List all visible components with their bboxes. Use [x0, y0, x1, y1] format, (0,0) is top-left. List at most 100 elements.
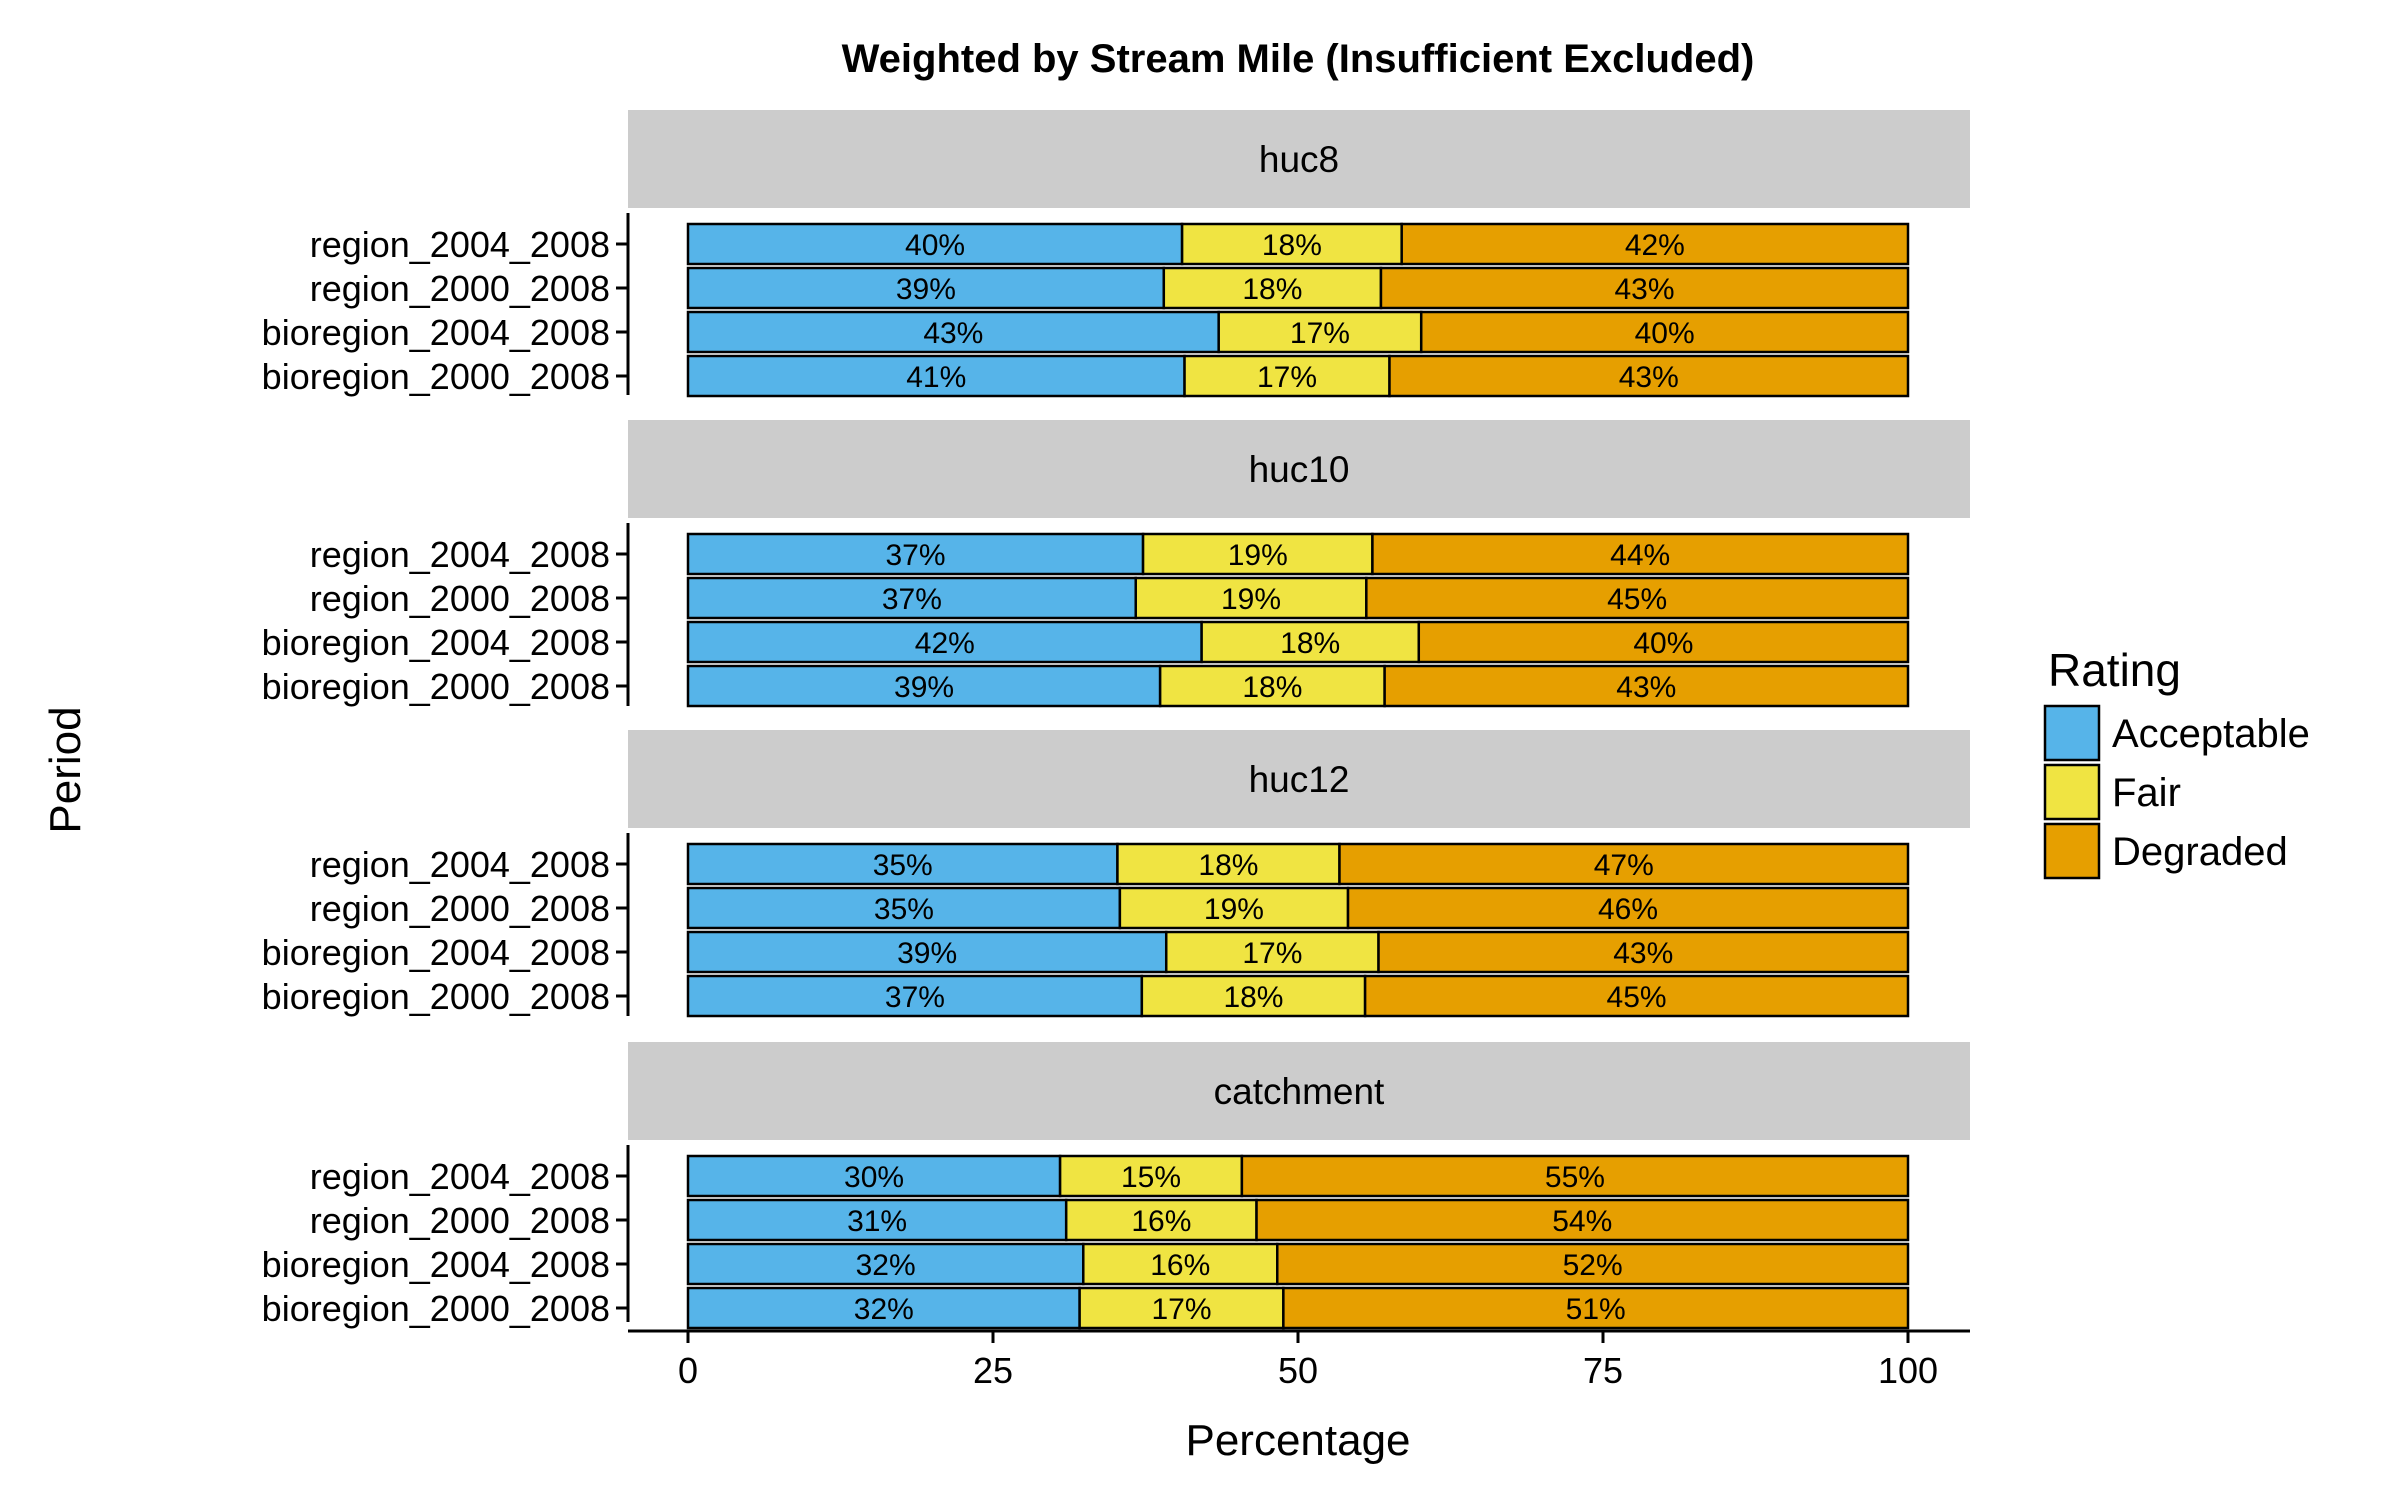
bar-value-label: 18% — [1262, 229, 1322, 262]
category-label: region_2000_2008 — [310, 578, 610, 619]
bar-value-label: 18% — [1280, 627, 1340, 660]
legend-swatch-fair — [2043, 763, 2101, 821]
chart-title: Weighted by Stream Mile (Insufficient Ex… — [842, 37, 1755, 81]
bar-value-label: 18% — [1242, 671, 1302, 704]
bar-value-label: 19% — [1228, 539, 1288, 572]
category-label: bioregion_2004_2008 — [262, 932, 610, 973]
bar-value-label: 44% — [1610, 539, 1670, 572]
bar-value-label: 46% — [1598, 893, 1658, 926]
bar-segment-acceptable — [686, 532, 1145, 576]
bar-segment-degraded — [1346, 886, 1910, 930]
facet-strip — [628, 420, 1970, 518]
bar-segment-degraded — [1383, 664, 1910, 708]
bar-value-label: 52% — [1563, 1249, 1623, 1282]
bar-segment-degraded — [1276, 1242, 1910, 1286]
legend-swatch-acceptable — [2043, 704, 2101, 762]
bar-segment-acceptable — [686, 974, 1144, 1018]
bar-value-label: 37% — [882, 583, 942, 616]
category-label: bioregion_2000_2008 — [262, 356, 610, 397]
x-tick-label: 50 — [1278, 1350, 1318, 1391]
bar-segment-degraded — [1363, 974, 1910, 1018]
bar-value-label: 16% — [1131, 1205, 1191, 1238]
category-label: region_2000_2008 — [310, 1200, 610, 1241]
panel-huc12: huc12 region_2004_2008 35% 18% 47% region_200… — [262, 730, 1970, 1018]
bar-segment-fair — [1064, 1198, 1258, 1242]
bar-value-label: 41% — [906, 361, 966, 394]
x-tick-label: 75 — [1583, 1350, 1623, 1391]
legend-title: Rating — [2048, 644, 2181, 696]
category-label: bioregion_2004_2008 — [262, 312, 610, 353]
bar-value-label: 37% — [885, 981, 945, 1014]
bar-value-label: 30% — [844, 1161, 904, 1194]
x-axis: 0 25 50 75 100 — [628, 1329, 1970, 1391]
bar-segment-fair — [1078, 1286, 1285, 1330]
bar-segment-acceptable — [686, 1242, 1085, 1286]
bar-segment-fair — [1162, 266, 1383, 310]
bar-segment-degraded — [1338, 842, 1910, 886]
bar-value-label: 35% — [873, 849, 933, 882]
bar-value-label: 32% — [854, 1293, 914, 1326]
bar-value-label: 18% — [1223, 981, 1283, 1014]
bar-segment-degraded — [1282, 1286, 1910, 1330]
facet-strip-label: huc10 — [1249, 449, 1350, 490]
legend-label-fair: Fair — [2112, 771, 2181, 815]
bar-segment-fair — [1158, 664, 1386, 708]
category-label: bioregion_2004_2008 — [262, 622, 610, 663]
bar-value-label: 31% — [847, 1205, 907, 1238]
x-tick-label: 100 — [1878, 1350, 1938, 1391]
category-label: region_2000_2008 — [310, 888, 610, 929]
category-label: region_2004_2008 — [310, 1156, 610, 1197]
bar-value-label: 43% — [1613, 937, 1673, 970]
bar-segment-fair — [1118, 886, 1350, 930]
panel-catchment: catchment region_2004_2008 30% 15% 55% region… — [262, 1042, 1970, 1330]
bar-segment-fair — [1183, 354, 1391, 398]
category-label: bioregion_2000_2008 — [262, 976, 610, 1017]
x-tick-label: 0 — [678, 1350, 698, 1391]
bar-value-label: 43% — [1616, 671, 1676, 704]
bar-value-label: 32% — [856, 1249, 916, 1282]
y-axis-title: Period — [41, 706, 90, 833]
bar-value-label: 17% — [1151, 1293, 1211, 1326]
bar-value-label: 43% — [923, 317, 983, 350]
bar-segment-acceptable — [686, 576, 1137, 620]
bar-segment-fair — [1082, 1242, 1279, 1286]
bar-segment-acceptable — [686, 664, 1162, 708]
bar-segment-degraded — [1240, 1154, 1910, 1198]
bar-segment-fair — [1141, 532, 1374, 576]
facet-strip-label: catchment — [1214, 1071, 1385, 1112]
bar-segment-degraded — [1417, 620, 1910, 664]
bar-segment-acceptable — [686, 1154, 1062, 1198]
bar-value-label: 18% — [1198, 849, 1258, 882]
bar-segment-fair — [1058, 1154, 1244, 1198]
bar-value-label: 42% — [915, 627, 975, 660]
category-label: bioregion_2004_2008 — [262, 1244, 610, 1285]
bar-segment-degraded — [1400, 222, 1910, 266]
category-label: bioregion_2000_2008 — [262, 1288, 610, 1329]
bar-value-label: 43% — [1614, 273, 1674, 306]
bar-segment-acceptable — [686, 266, 1166, 310]
bar-segment-fair — [1200, 620, 1421, 664]
bar-value-label: 37% — [886, 539, 946, 572]
bar-value-label: 47% — [1594, 849, 1654, 882]
legend: Rating Acceptable Fair Degraded — [2043, 644, 2310, 880]
bar-segment-fair — [1134, 576, 1368, 620]
bar-value-label: 15% — [1121, 1161, 1181, 1194]
bar-value-label: 40% — [905, 229, 965, 262]
bar-value-label: 39% — [897, 937, 957, 970]
bar-segment-degraded — [1419, 310, 1910, 354]
bar-value-label: 40% — [1635, 317, 1695, 350]
bar-segment-acceptable — [686, 1286, 1081, 1330]
facet-strip — [628, 110, 1970, 208]
bar-value-label: 45% — [1607, 583, 1667, 616]
bar-value-label: 42% — [1625, 229, 1685, 262]
panel-huc8: huc8 region_2004_2008 40% 18% 42% region_2000… — [262, 110, 1970, 398]
bar-segment-degraded — [1255, 1198, 1910, 1242]
panels: huc8 region_2004_2008 40% 18% 42% region_2000… — [262, 110, 1970, 1330]
bar-segment-degraded — [1365, 576, 1910, 620]
bar-value-label: 54% — [1552, 1205, 1612, 1238]
bar-segment-degraded — [1379, 266, 1910, 310]
x-axis-title: Percentage — [1185, 1416, 1410, 1465]
bar-value-label: 35% — [874, 893, 934, 926]
bar-value-label: 43% — [1619, 361, 1679, 394]
facet-strip-label: huc8 — [1259, 139, 1339, 180]
